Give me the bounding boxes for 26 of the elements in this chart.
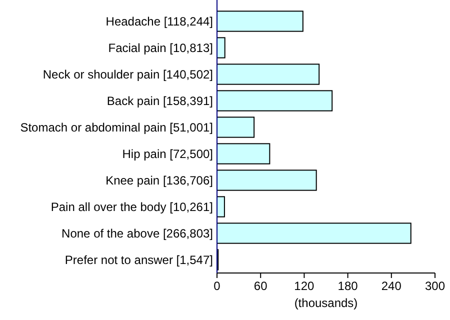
y-tick-label: Knee pain [136,706] (106, 173, 213, 188)
bar (216, 37, 226, 58)
bar (216, 143, 270, 164)
bar (216, 64, 320, 85)
x-tick-label: 60 (254, 279, 268, 293)
y-tick-label: Prefer not to answer [1,547] (64, 252, 213, 267)
bar (216, 10, 304, 32)
y-tick-label: Hip pain [72,500] (122, 146, 213, 161)
y-tick-label: Back pain [158,391] (106, 94, 213, 108)
x-tick-label: 0 (214, 279, 221, 293)
bar (216, 196, 225, 218)
x-tick-label: 300 (424, 279, 446, 293)
bar (216, 116, 255, 138)
x-tick-label: 120 (294, 279, 315, 293)
x-tick-label: 180 (338, 279, 358, 293)
y-tick-label: Stomach or abdominal pain [51,001] (20, 120, 213, 134)
y-tick-label: Headache [118,244] (106, 14, 213, 28)
x-tick-label: 240 (381, 279, 402, 293)
y-tick-label: Facial pain [10,813] (108, 40, 213, 55)
x-axis-title: (thousands) (294, 296, 358, 310)
bar (216, 222, 412, 244)
bar (216, 90, 333, 112)
y-tick-label: None of the above [266,803] (62, 226, 213, 240)
bar (216, 170, 317, 191)
y-tick-label: Pain all over the body [10,261] (50, 200, 213, 214)
y-tick-label: Neck or shoulder pain [140,502] (42, 67, 213, 82)
